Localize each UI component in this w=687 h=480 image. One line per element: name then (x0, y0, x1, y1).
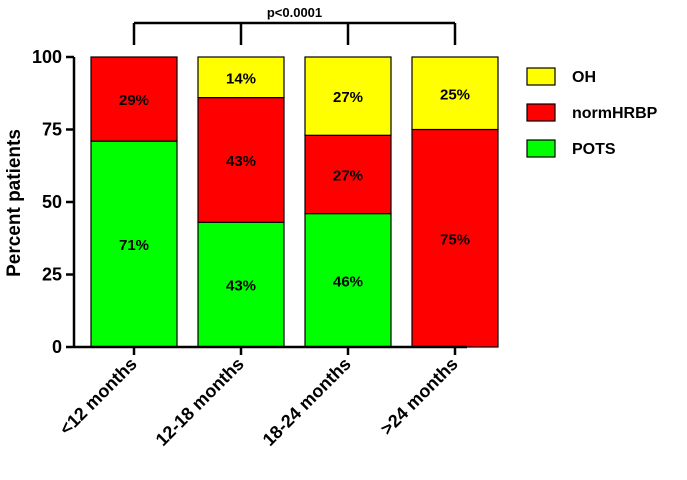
data-label-oh-4: 25% (440, 86, 470, 103)
legend-swatch-oh (526, 67, 556, 86)
bar-segment-oh-2 (197, 56, 285, 99)
bar-segment-oh-3 (304, 56, 392, 136)
bar-segment-normhrbp-1 (90, 56, 178, 142)
data-label-normhrbp-1: 29% (119, 92, 149, 109)
x-tick-label-2: 12-18 months (152, 354, 248, 450)
bar-segment-normhrbp-4 (411, 128, 499, 348)
legend: OH normHRBP POTS (526, 67, 658, 158)
x-tick-label-4: >24 months (377, 354, 462, 439)
legend-label-pots: POTS (572, 141, 616, 158)
legend-label-oh: OH (572, 69, 596, 86)
data-label-oh-2: 14% (226, 70, 256, 87)
p-value-annotation: p<0.0001 (267, 5, 322, 20)
y-axis-label: Percent patients (4, 129, 25, 277)
legend-label-normhrbp: normHRBP (572, 105, 658, 122)
data-label-oh-3: 27% (333, 89, 363, 106)
data-label-normhrbp-4: 75% (440, 231, 470, 248)
y-axis: 0 25 50 75 100 (32, 47, 76, 357)
data-label-normhrbp-2: 43% (226, 153, 256, 170)
legend-swatch-pots (526, 139, 556, 158)
y-tick-label-50: 50 (42, 192, 62, 212)
x-tick-label-1: <12 months (56, 354, 141, 439)
bar-segment-pots-1 (90, 140, 178, 348)
y-tick-label-75: 75 (42, 120, 62, 140)
data-label-pots-2: 43% (226, 278, 256, 295)
y-tick-label-25: 25 (42, 265, 62, 285)
significance-bracket: p<0.0001 (132, 5, 457, 45)
bar-segment-normhrbp-3 (304, 134, 392, 215)
legend-swatch-normhrbp (526, 103, 556, 122)
y-tick-label-100: 100 (32, 47, 62, 67)
y-tick-label-0: 0 (52, 337, 62, 357)
bar-segment-oh-4 (411, 56, 499, 131)
data-label-pots-3: 46% (333, 273, 363, 290)
bars: 71% 29% 43% 43% 14% 46% 27% 27% 75% 25% (90, 56, 499, 348)
data-label-normhrbp-3: 27% (333, 167, 363, 184)
data-label-pots-1: 71% (119, 237, 149, 254)
x-axis: <12 months 12-18 months 18-24 months >24 mo… (56, 345, 467, 450)
x-tick-label-3: 18-24 months (259, 354, 355, 450)
